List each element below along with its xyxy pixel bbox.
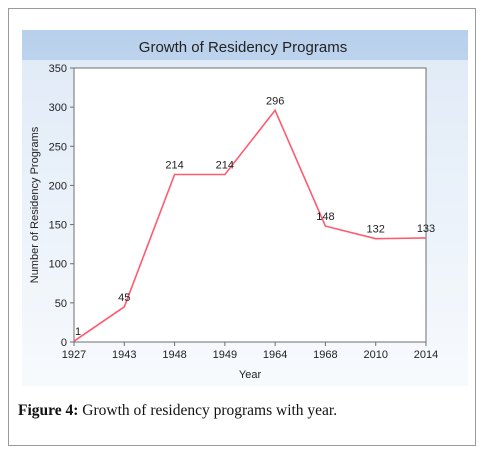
data-label: 148 — [316, 211, 334, 223]
y-tick-label: 200 — [49, 180, 67, 192]
x-axis: 1927 1943 1948 1949 1964 1968 2010 2014 — [62, 342, 438, 361]
y-tick-label: 250 — [49, 141, 67, 153]
plot-area — [73, 67, 427, 343]
y-axis: 0 50 100 150 200 250 300 350 — [49, 63, 74, 349]
data-label: 133 — [417, 223, 435, 235]
data-label: 132 — [367, 224, 385, 236]
series-line — [73, 108, 427, 342]
caption-label: Figure 4: — [18, 402, 79, 419]
x-axis-title: Year — [239, 369, 262, 381]
y-axis-title: Number of Residency Programs — [29, 126, 41, 283]
x-tick-label: 1948 — [162, 349, 186, 361]
y-tick-label: 350 — [49, 63, 67, 75]
caption-text: Growth of residency programs with year. — [78, 402, 338, 419]
y-tick-label: 0 — [61, 337, 67, 349]
y-tick-label: 50 — [55, 298, 67, 310]
x-tick-label: 2010 — [363, 349, 387, 361]
data-label: 45 — [118, 292, 130, 304]
x-tick-label: 2014 — [414, 349, 438, 361]
y-tick-label: 150 — [49, 220, 67, 232]
data-label: 214 — [216, 159, 234, 171]
data-label: 296 — [266, 95, 284, 107]
data-labels: 1 45 214 214 296 148 132 133 — [75, 95, 435, 338]
y-tick-label: 100 — [49, 259, 67, 271]
x-tick-label: 1949 — [213, 349, 237, 361]
x-tick-label: 1968 — [313, 349, 337, 361]
data-label: 214 — [165, 159, 183, 171]
x-tick-label: 1964 — [263, 349, 287, 361]
data-label: 1 — [75, 326, 81, 338]
x-tick-label: 1943 — [112, 349, 136, 361]
y-tick-label: 300 — [49, 102, 67, 114]
line-chart: Growth of Residency Programs 0 50 100 150 20… — [22, 30, 468, 386]
chart-title: Growth of Residency Programs — [139, 39, 347, 56]
figure-caption: Figure 4: Growth of residency programs w… — [18, 402, 468, 420]
x-tick-label: 1927 — [62, 349, 86, 361]
